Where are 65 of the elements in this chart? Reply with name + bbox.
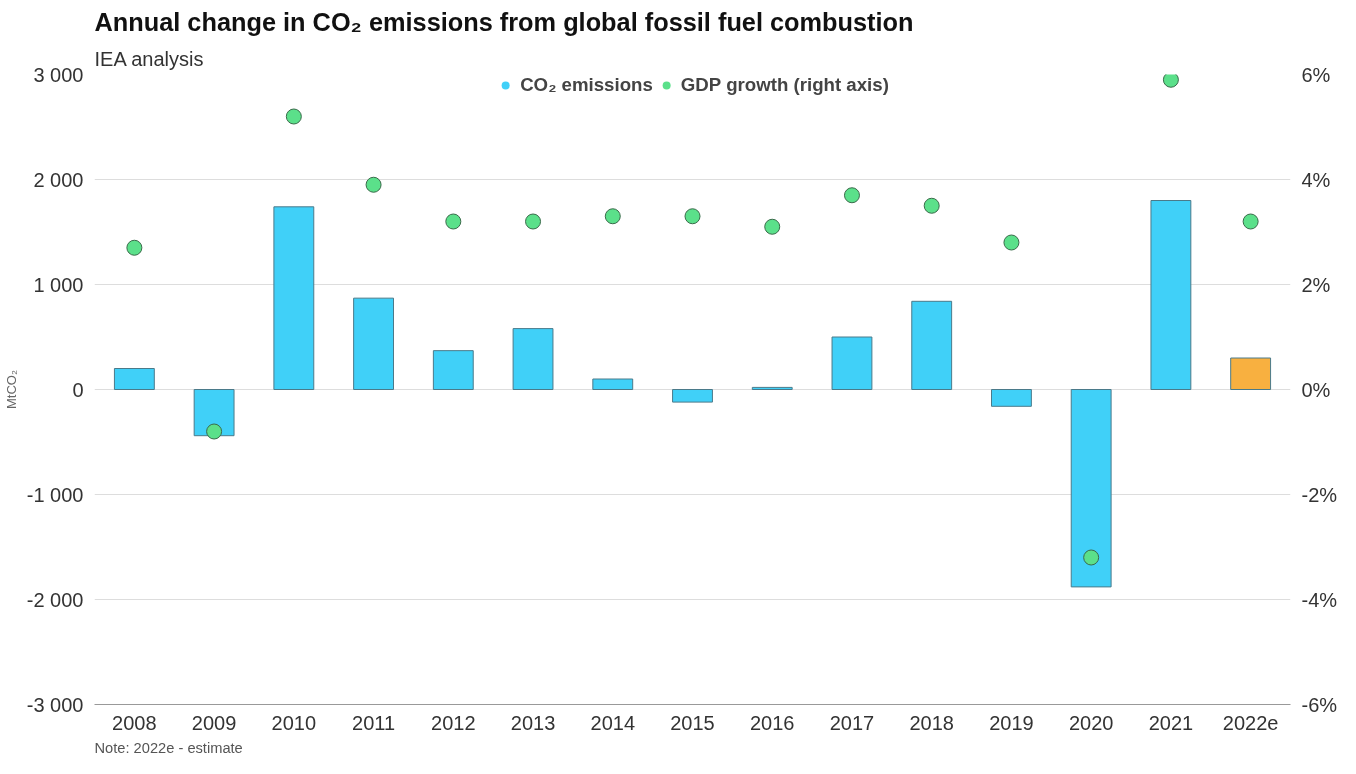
text: Note: 2022e - estimate <box>94 739 243 756</box>
x-tick-label: 2015 <box>670 711 715 734</box>
x-tick-label: 2018 <box>909 711 954 734</box>
x-tick-label: 2021 <box>1148 711 1194 734</box>
y-tick-label: 2 000 <box>33 168 84 191</box>
y2-tick-label: -4% <box>1301 588 1338 611</box>
y2-tick-label: 0% <box>1301 378 1331 401</box>
x-tick-label: 2012 <box>431 711 476 734</box>
point <box>285 108 302 125</box>
point <box>126 239 143 256</box>
y2-tick-label: 4% <box>1301 168 1331 191</box>
bar <box>831 336 873 390</box>
chart-subtitle: IEA analysis <box>94 47 204 70</box>
y-tick-label: -2 000 <box>26 588 84 611</box>
point <box>525 213 542 230</box>
bar <box>1150 200 1192 390</box>
y-tick-label: 1 000 <box>33 273 84 296</box>
point <box>1242 213 1259 230</box>
y-tick-label: -1 000 <box>26 483 84 506</box>
bar <box>672 389 713 403</box>
point <box>1162 74 1179 88</box>
bar <box>113 368 155 390</box>
x-tick-label: 2020 <box>1068 711 1114 734</box>
x-tick-label: 2011 <box>352 711 396 734</box>
x-tick-label: 2022e <box>1222 711 1279 734</box>
bar <box>432 350 474 390</box>
y2-tick-label: -2% <box>1301 483 1338 506</box>
y-axis-title: MtCO₂ <box>3 369 19 409</box>
point <box>1003 234 1020 251</box>
bar <box>751 386 793 390</box>
point <box>1083 549 1100 566</box>
bar <box>193 389 235 437</box>
x-tick-label: 2010 <box>271 711 317 734</box>
legend-label: CO₂ emissions <box>520 74 653 96</box>
bar <box>1230 357 1272 390</box>
bar <box>512 328 554 390</box>
y2-tick-label: 2% <box>1301 273 1331 296</box>
y-tick-label: 3 000 <box>33 63 84 86</box>
legend-label: GDP growth (right axis) <box>680 74 889 96</box>
x-tick-label: 2013 <box>510 711 556 734</box>
x-tick-label: 2014 <box>590 711 636 734</box>
y-tick-label: -3 000 <box>26 693 84 716</box>
bar <box>991 389 1032 407</box>
point <box>843 187 860 204</box>
x-tick-label: 2017 <box>829 711 875 734</box>
bar <box>911 300 953 390</box>
y2-tick-label: -6% <box>1301 693 1338 716</box>
point <box>365 176 382 193</box>
bar <box>1070 389 1112 588</box>
x-tick-label: 2019 <box>989 711 1034 734</box>
x-tick-label: 2009 <box>191 711 237 734</box>
point <box>684 208 701 225</box>
y2-tick-label: 6% <box>1301 63 1331 86</box>
bar <box>353 297 394 390</box>
chart-title: Annual change in CO₂ emissions from global fossil fuel combustion <box>94 7 914 36</box>
point <box>206 423 223 440</box>
bar <box>273 206 315 390</box>
point <box>923 197 940 214</box>
y-tick-label: 0 <box>72 378 84 401</box>
point <box>604 208 621 225</box>
point <box>764 218 781 235</box>
x-tick-label: 2016 <box>749 711 795 734</box>
x-tick-label: 2008 <box>112 711 157 734</box>
point <box>445 213 462 230</box>
bar <box>592 378 634 390</box>
